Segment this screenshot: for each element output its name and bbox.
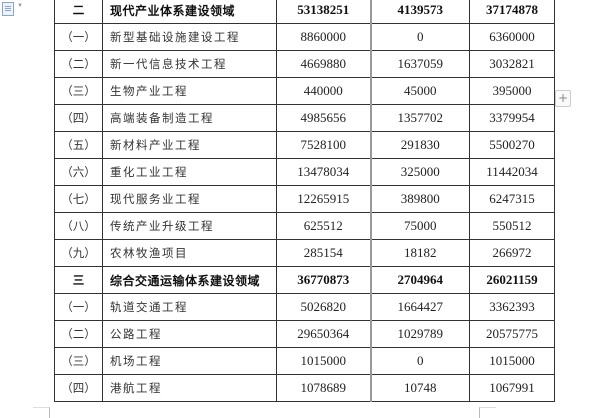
document-icon[interactable] xyxy=(2,2,14,16)
value-col-2: 1637059 xyxy=(370,50,470,78)
row-name: 公路工程 xyxy=(102,320,277,348)
value-col-1: 4985656 xyxy=(276,104,372,132)
row-index: （九） xyxy=(54,239,103,267)
value-col-2: 325000 xyxy=(370,158,470,186)
page-corner-mark-left xyxy=(33,407,50,418)
value-col-1: 5026820 xyxy=(276,293,372,321)
row-index: （一） xyxy=(54,293,103,321)
value-col-3: 550512 xyxy=(469,212,555,240)
value-col-2: 10748 xyxy=(370,374,470,402)
value-col-1: 7528100 xyxy=(276,131,372,159)
page-corner-mark-right xyxy=(479,407,496,418)
value-col-2: 291830 xyxy=(370,131,470,159)
value-col-1: 1078689 xyxy=(276,374,372,402)
row-name: 生物产业工程 xyxy=(102,77,277,105)
value-col-2: 1029789 xyxy=(370,320,470,348)
row-index: （八） xyxy=(54,212,103,240)
row-name: 传统产业升级工程 xyxy=(102,212,277,240)
row-index: （三） xyxy=(54,347,103,375)
value-col-3: 20575775 xyxy=(469,320,555,348)
value-col-2: 2704964 xyxy=(370,266,470,294)
value-col-2: 0 xyxy=(370,23,470,51)
table-row: （六） 重化工业工程 13478034 325000 11442034 xyxy=(54,158,555,186)
value-col-2: 75000 xyxy=(370,212,470,240)
add-row-button[interactable]: + xyxy=(555,90,571,107)
section-row: 三综合交通运输体系建设领域 36770873 2704964 26021159 xyxy=(54,266,555,294)
row-name: 现代服务业工程 xyxy=(102,185,277,213)
value-col-3: 266972 xyxy=(469,239,555,267)
value-col-1: 36770873 xyxy=(276,266,372,294)
chevron-down-icon[interactable]: ▼ xyxy=(17,3,23,9)
row-name: 农林牧渔项目 xyxy=(102,239,277,267)
value-col-1: 4669880 xyxy=(276,50,372,78)
value-col-3: 26021159 xyxy=(469,266,555,294)
value-col-1: 53138251 xyxy=(276,0,372,24)
row-index: （三） xyxy=(54,77,103,105)
value-col-1: 8860000 xyxy=(276,23,372,51)
value-col-2: 389800 xyxy=(370,185,470,213)
row-index: （七） xyxy=(54,185,103,213)
row-index: （二） xyxy=(54,50,103,78)
row-name: 重化工业工程 xyxy=(102,158,277,186)
section-row: 二现代产业体系建设领域 53138251 4139573 37174878 xyxy=(54,0,555,24)
table-row: （三） 机场工程 1015000 0 1015000 xyxy=(54,347,555,375)
value-col-3: 3032821 xyxy=(469,50,555,78)
table-row: （一） 轨道交通工程 5026820 1664427 3362393 xyxy=(54,293,555,321)
row-index: （四） xyxy=(54,104,103,132)
row-index: 二 xyxy=(54,0,103,24)
table-row: （九） 农林牧渔项目 285154 18182 266972 xyxy=(54,239,555,267)
value-col-3: 37174878 xyxy=(469,0,555,24)
value-col-3: 3362393 xyxy=(469,293,555,321)
row-name: 新一代信息技术工程 xyxy=(102,50,277,78)
table-row: （二） 新一代信息技术工程 4669880 1637059 3032821 xyxy=(54,50,555,78)
row-index: （二） xyxy=(54,320,103,348)
value-col-2: 1357702 xyxy=(370,104,470,132)
value-col-3: 3379954 xyxy=(469,104,555,132)
row-name: 港航工程 xyxy=(102,374,277,402)
value-col-3: 6360000 xyxy=(469,23,555,51)
value-col-1: 12265915 xyxy=(276,185,372,213)
row-name: 轨道交通工程 xyxy=(102,293,277,321)
row-name: 新材料产业工程 xyxy=(102,131,277,159)
value-col-3: 6247315 xyxy=(469,185,555,213)
row-index: （四） xyxy=(54,374,103,402)
value-col-2: 0 xyxy=(370,347,470,375)
value-col-1: 440000 xyxy=(276,77,372,105)
row-name: 新型基础设施建设工程 xyxy=(102,23,277,51)
row-index: （六） xyxy=(54,158,103,186)
row-index: 三 xyxy=(54,266,103,294)
value-col-1: 1015000 xyxy=(276,347,372,375)
value-col-2: 18182 xyxy=(370,239,470,267)
table-row: （三） 生物产业工程 440000 45000 395000 xyxy=(54,77,555,105)
value-col-3: 11442034 xyxy=(469,158,555,186)
value-col-3: 5500270 xyxy=(469,131,555,159)
table-row: （八） 传统产业升级工程 625512 75000 550512 xyxy=(54,212,555,240)
table-row: （五） 新材料产业工程 7528100 291830 5500270 xyxy=(54,131,555,159)
row-name: 现代产业体系建设领域 xyxy=(102,0,277,24)
value-col-1: 13478034 xyxy=(276,158,372,186)
row-index: （一） xyxy=(54,23,103,51)
value-col-1: 625512 xyxy=(276,212,372,240)
value-col-2: 4139573 xyxy=(370,0,470,24)
value-col-3: 1015000 xyxy=(469,347,555,375)
value-col-1: 285154 xyxy=(276,239,372,267)
table-row: （四） 高端装备制造工程 4985656 1357702 3379954 xyxy=(54,104,555,132)
value-col-3: 395000 xyxy=(469,77,555,105)
row-name: 机场工程 xyxy=(102,347,277,375)
table-row: （四） 港航工程 1078689 10748 1067991 xyxy=(54,374,555,402)
table-row: （七） 现代服务业工程 12265915 389800 6247315 xyxy=(54,185,555,213)
row-index: （五） xyxy=(54,131,103,159)
table-row: （一） 新型基础设施建设工程 8860000 0 6360000 xyxy=(54,23,555,51)
table-row: （二） 公路工程 29650364 1029789 20575775 xyxy=(54,320,555,348)
row-name: 高端装备制造工程 xyxy=(102,104,277,132)
value-col-3: 1067991 xyxy=(469,374,555,402)
row-name: 综合交通运输体系建设领域 xyxy=(102,266,277,294)
value-col-2: 1664427 xyxy=(370,293,470,321)
value-col-1: 29650364 xyxy=(276,320,372,348)
value-col-2: 45000 xyxy=(370,77,470,105)
investment-table: 二现代产业体系建设领域 53138251 4139573 37174878 （一） 新型基… xyxy=(54,0,555,402)
